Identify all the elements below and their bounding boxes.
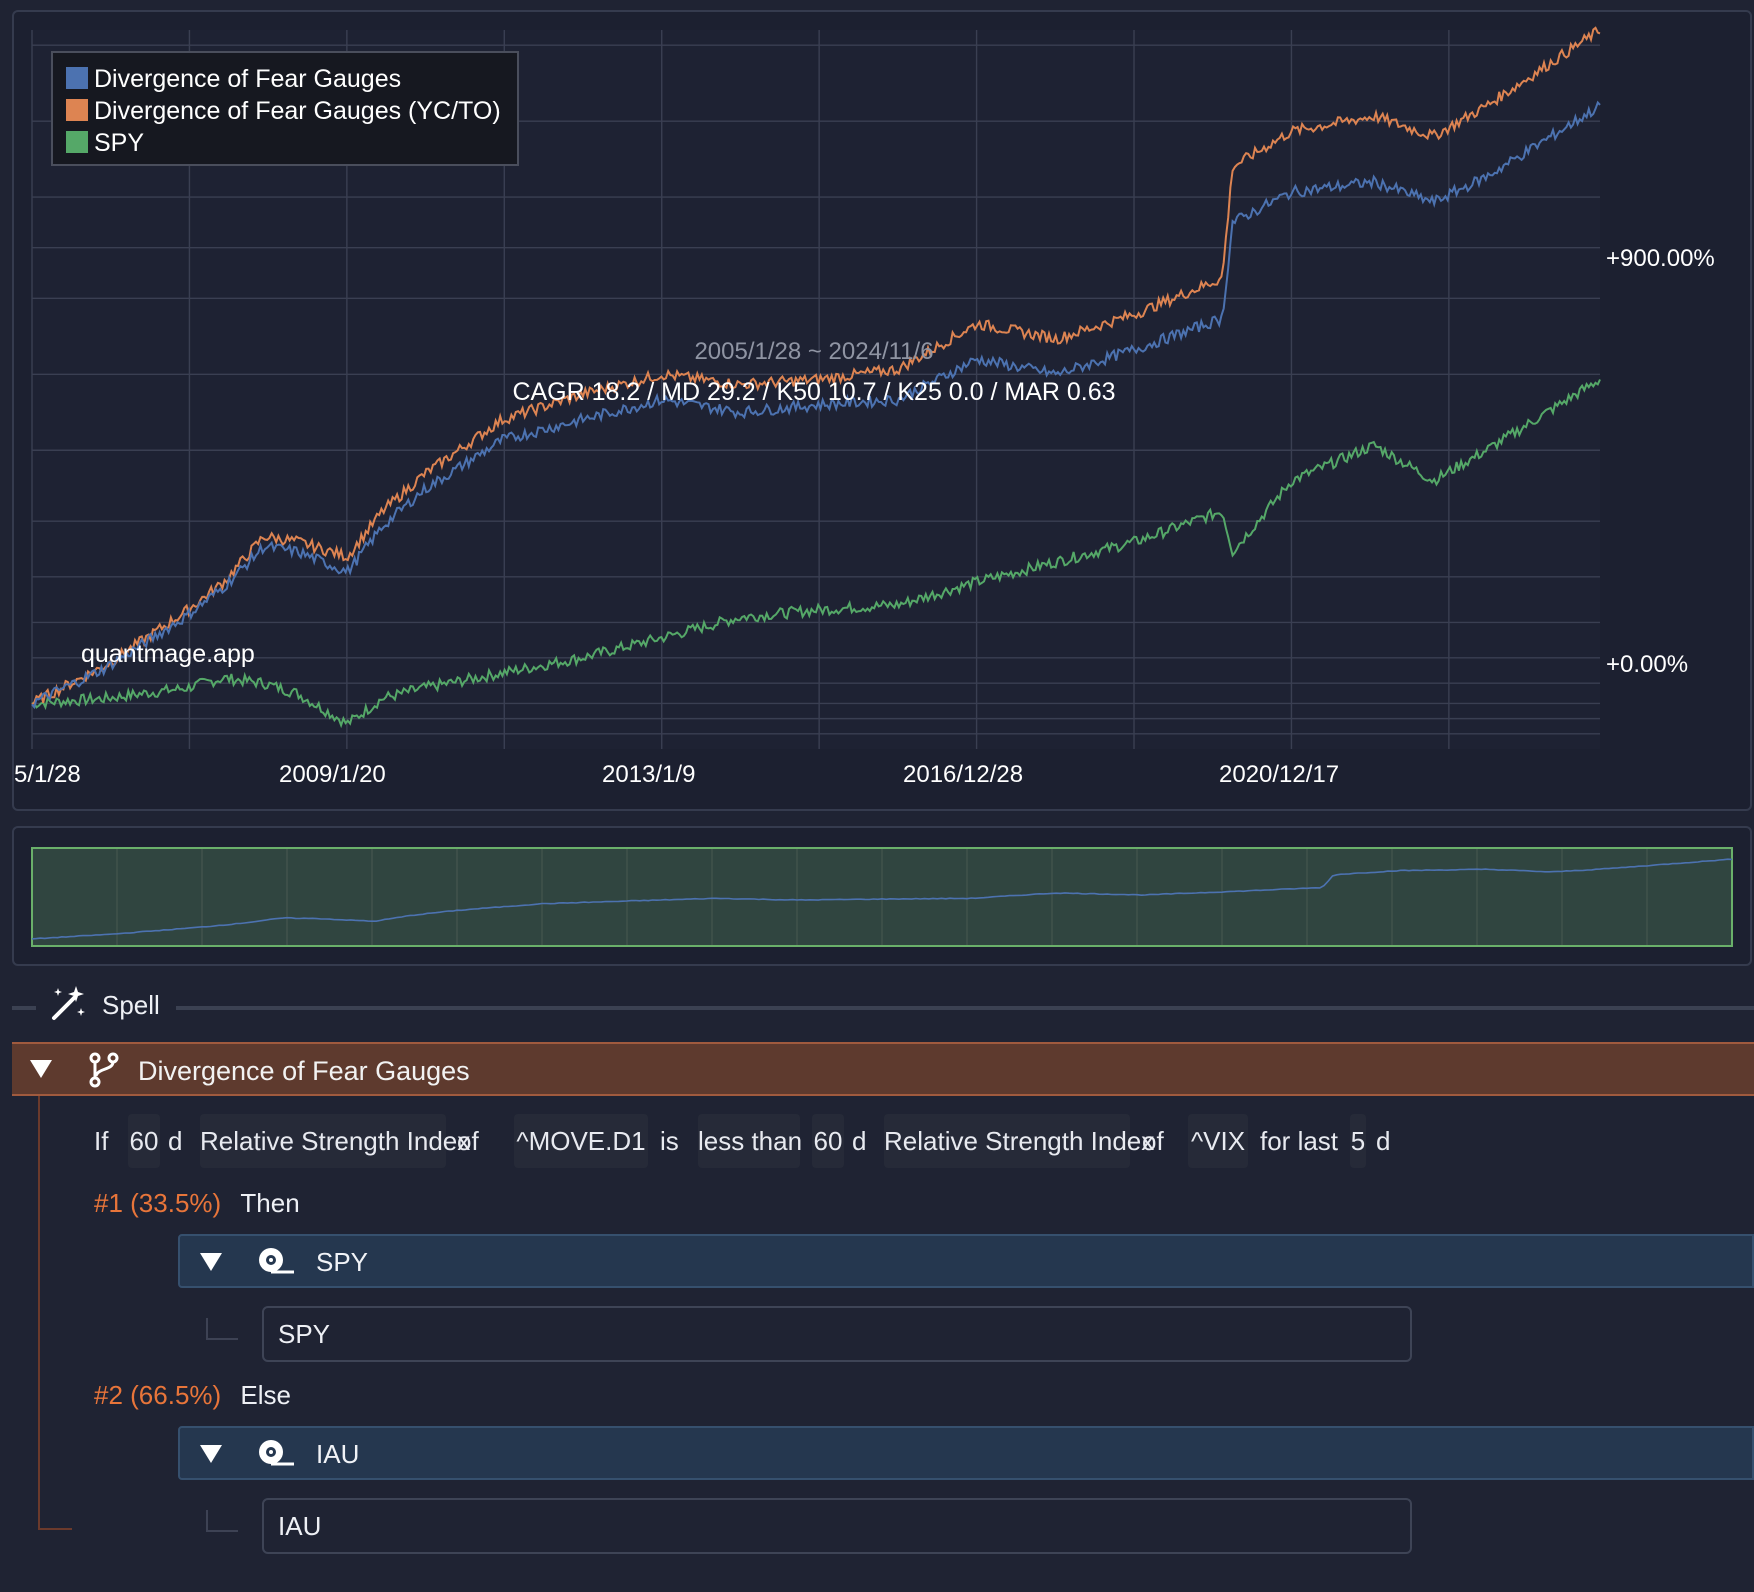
- lhs-indicator-select[interactable]: Relative Strength Index: [200, 1114, 470, 1168]
- x-tick-label: 5/1/28: [14, 761, 81, 788]
- divider: [176, 1006, 1754, 1010]
- tree-connector: [38, 1528, 72, 1530]
- collapse-triangle-icon[interactable]: [200, 1445, 222, 1463]
- days-unit: d: [1376, 1126, 1391, 1156]
- asset-block-header[interactable]: SPY: [178, 1234, 1754, 1288]
- asset-icon: [259, 1248, 294, 1274]
- divider: [12, 1006, 36, 1010]
- series-line-2: [31, 379, 1601, 729]
- rhs-window-field[interactable]: 60: [812, 1114, 844, 1168]
- performance-chart-panel: quantmage.app 2005/1/28 ~ 2024/11/6 CAGR…: [12, 10, 1752, 811]
- of-keyword: of: [1142, 1126, 1164, 1156]
- case-weight: #1 (33.5%): [94, 1188, 222, 1218]
- navigator-series-line: [31, 858, 1733, 940]
- date-range: 2005/1/28 ~ 2024/11/6: [694, 338, 933, 365]
- navigator-grid: [116, 849, 1648, 945]
- series-line-0: [31, 100, 1601, 710]
- ticker-input[interactable]: IAU: [262, 1498, 1412, 1554]
- lhs-ticker-field[interactable]: ^MOVE.D1: [514, 1114, 648, 1168]
- tree-connector: [38, 1096, 40, 1530]
- rhs-indicator-select[interactable]: Relative Strength Index: [884, 1114, 1154, 1168]
- case-keyword: Then: [240, 1188, 300, 1218]
- legend-swatch: [66, 67, 88, 89]
- y-axis-ticks: +900.00% +0.00%: [1606, 245, 1715, 678]
- performance-chart[interactable]: quantmage.app 2005/1/28 ~ 2024/11/6 CAGR…: [14, 12, 1750, 809]
- x-tick-label: 2009/1/20: [279, 761, 386, 788]
- series-line-1: [31, 26, 1601, 706]
- chart-legend[interactable]: Divergence of Fear Gauges Divergence of …: [51, 51, 519, 166]
- watermark: quantmage.app: [81, 640, 255, 668]
- asset-title: SPY: [316, 1247, 369, 1277]
- legend-swatch: [66, 99, 88, 121]
- strategy-stats: CAGR 18.2 / MD 29.2 / K50 10.7 / K25 0.0…: [512, 378, 1115, 406]
- collapse-triangle-icon[interactable]: [30, 1060, 52, 1078]
- lhs-unit: d: [168, 1126, 183, 1156]
- magic-wand-icon: [52, 986, 85, 1020]
- branch-header[interactable]: Divergence of Fear Gauges: [12, 1042, 1754, 1096]
- x-tick-label: 2013/1/9: [602, 761, 695, 788]
- range-navigator[interactable]: [14, 828, 1750, 964]
- is-keyword: is: [660, 1126, 679, 1156]
- legend-label: Divergence of Fear Gauges (YC/TO): [94, 97, 501, 125]
- case-weight: #2 (66.5%): [94, 1380, 222, 1410]
- spell-title: Spell: [102, 990, 160, 1020]
- lhs-window-field[interactable]: 60: [128, 1114, 160, 1168]
- x-axis-ticks: 5/1/28 2009/1/20 2013/1/9 2016/12/28 202…: [14, 761, 1339, 788]
- legend-label: SPY: [94, 129, 144, 157]
- rhs-unit: d: [852, 1126, 867, 1156]
- legend-swatch: [66, 131, 88, 153]
- if-keyword: If: [94, 1126, 109, 1156]
- x-tick-label: 2016/12/28: [903, 761, 1023, 788]
- collapse-triangle-icon[interactable]: [200, 1253, 222, 1271]
- x-tick-label: 2020/12/17: [1219, 761, 1339, 788]
- tree-elbow: [206, 1510, 238, 1532]
- legend-label: Divergence of Fear Gauges: [94, 65, 401, 93]
- legend-box: [51, 51, 519, 166]
- chart-series: [31, 26, 1601, 729]
- spell-section-header: Spell: [12, 980, 1754, 1030]
- range-navigator-panel: [12, 826, 1752, 966]
- ticker-input[interactable]: SPY: [262, 1306, 1412, 1362]
- y-tick-label: +0.00%: [1606, 651, 1688, 678]
- asset-icon: [259, 1440, 294, 1466]
- case-label-else: #2 (66.5%) Else: [94, 1380, 291, 1411]
- git-branch-icon: [89, 1052, 119, 1088]
- tree-elbow: [206, 1318, 238, 1340]
- for-last-keyword: for last: [1260, 1126, 1339, 1156]
- comparator-select[interactable]: less than: [698, 1114, 802, 1168]
- case-label-then: #1 (33.5%) Then: [94, 1188, 300, 1219]
- days-field[interactable]: 5: [1350, 1114, 1366, 1168]
- rhs-ticker-field[interactable]: ^VIX: [1188, 1114, 1248, 1168]
- asset-title: IAU: [316, 1439, 360, 1469]
- of-keyword: of: [457, 1126, 479, 1156]
- y-tick-label: +900.00%: [1606, 245, 1715, 272]
- branch-title: Divergence of Fear Gauges: [138, 1056, 470, 1086]
- case-keyword: Else: [240, 1380, 291, 1410]
- asset-block-header[interactable]: IAU: [178, 1426, 1754, 1480]
